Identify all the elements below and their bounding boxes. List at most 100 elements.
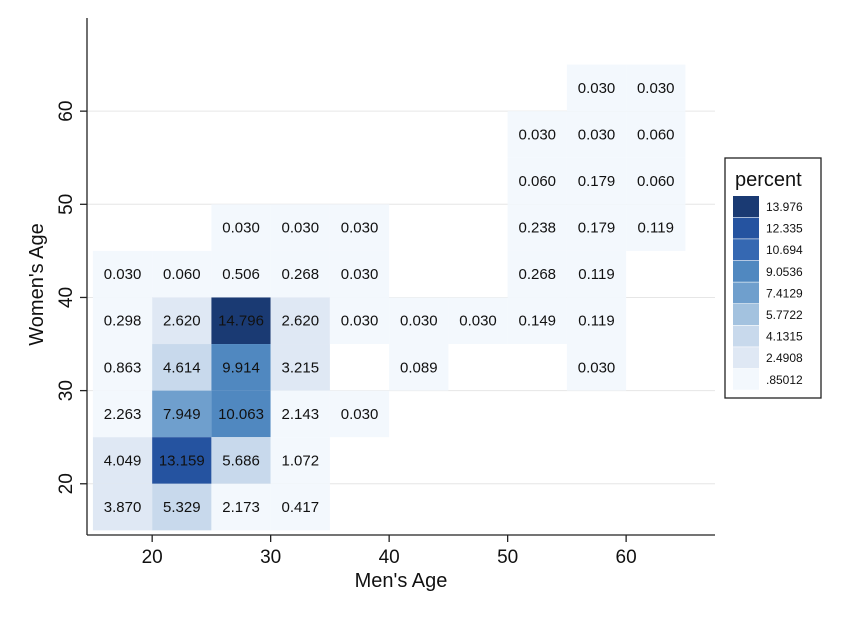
cell-value-label: 0.030 (104, 266, 142, 283)
heatmap-cell (566, 250, 627, 298)
heatmap-cell (92, 250, 153, 298)
legend-label: 12.335 (766, 222, 803, 236)
heatmap-cell (566, 64, 627, 112)
heatmap-cell (270, 390, 330, 438)
cell-value-labels: 0.030 0.030 0.030 0.030 0.060 0.060 0.179 0.060… (104, 80, 675, 516)
heatmap-cells (92, 64, 686, 531)
heatmap-cell (507, 157, 567, 205)
cell-value-label: 0.030 (459, 313, 497, 330)
legend-swatch (733, 282, 759, 304)
x-tick-label: 50 (497, 547, 518, 568)
heatmap-cell (329, 204, 390, 251)
legend-swatch (733, 347, 759, 369)
cell-value-label: 0.268 (518, 266, 556, 283)
cell-value-label: 0.179 (578, 220, 616, 237)
cell-value-label: 0.149 (518, 313, 556, 330)
cell-value-label: 0.030 (578, 359, 616, 376)
cell-value-label: 3.215 (282, 359, 320, 376)
cell-value-label: 2.173 (222, 499, 260, 516)
cell-value-label: 0.060 (163, 266, 201, 283)
legend-swatch (733, 325, 759, 347)
legend-label: 5.7722 (766, 308, 803, 322)
heatmap-cell (152, 250, 212, 298)
cell-value-label: 10.063 (218, 406, 264, 423)
cell-value-label: 5.686 (222, 452, 260, 469)
heatmap-cell (92, 390, 153, 438)
heatmap-cell (211, 437, 271, 484)
heatmap-cell (626, 204, 686, 251)
cell-value-label: 0.030 (282, 220, 320, 237)
heatmap-cell (211, 297, 271, 345)
heatmap-cell (389, 344, 449, 391)
legend: percent 13.976 12.335 10.694 9.0536 7.4129 5.… (724, 157, 822, 399)
cell-value-label: 2.143 (282, 406, 320, 423)
y-tick-label: 50 (56, 194, 77, 215)
heatmap-cell (152, 437, 212, 484)
heatmap-cell (270, 204, 330, 251)
cell-value-label: 0.030 (578, 126, 616, 143)
heatmap-cell (566, 297, 627, 345)
cell-value-label: 0.030 (578, 80, 616, 97)
cell-value-label: 0.268 (282, 266, 320, 283)
heatmap-cell (329, 297, 390, 345)
legend-label: 13.976 (766, 200, 803, 214)
cell-value-label: 2.263 (104, 406, 142, 423)
y-axis-title: Women's Age (26, 223, 48, 345)
cell-value-label: 3.870 (104, 499, 142, 516)
heatmap-cell (152, 297, 212, 345)
heatmap-cell (566, 204, 627, 251)
y-tick-label: 30 (56, 380, 77, 401)
heatmap-cell (626, 157, 686, 205)
cell-value-label: 0.417 (282, 499, 320, 516)
heatmap-cell (389, 297, 449, 345)
axes (86, 18, 715, 536)
cell-value-label: 9.914 (222, 359, 260, 376)
legend-title: percent (735, 169, 802, 191)
heatmap-cell (566, 344, 627, 391)
heatmap-cell (448, 297, 508, 345)
cell-value-label: 0.238 (518, 220, 556, 237)
x-axis-ticks: 20 30 40 50 60 (142, 535, 637, 568)
x-axis-title: Men's Age (355, 570, 448, 592)
cell-value-label: 14.796 (218, 313, 264, 330)
heatmap-cell (270, 297, 330, 345)
x-tick-label: 30 (260, 547, 281, 568)
heatmap-cell (507, 250, 567, 298)
cell-value-label: 1.072 (282, 452, 320, 469)
cell-value-label: 0.060 (637, 126, 675, 143)
heatmap-cell (211, 390, 271, 438)
heatmap-cell (626, 111, 686, 158)
y-axis-ticks: 20 30 40 50 60 (56, 101, 87, 494)
x-tick-label: 40 (379, 547, 400, 568)
heatmap-cell (270, 437, 330, 484)
heatmap-cell (92, 297, 153, 345)
cell-value-label: 4.614 (163, 359, 201, 376)
legend-label: 4.1315 (766, 330, 803, 344)
cell-value-label: 0.030 (518, 126, 556, 143)
cell-value-label: 0.030 (341, 313, 379, 330)
heatmap-cell (211, 344, 271, 391)
heatmap-cell (92, 344, 153, 391)
legend-label: 2.4908 (766, 351, 803, 365)
x-tick-label: 60 (616, 547, 637, 568)
legend-swatch (733, 239, 759, 261)
heatmap-cell (270, 344, 330, 391)
y-tick-label: 60 (56, 101, 77, 122)
heatmap-cell (329, 390, 390, 438)
heatmap-cell (566, 111, 627, 158)
heatmap-cell (92, 437, 153, 484)
heatmap-cell (92, 483, 153, 531)
heatmap-cell (507, 111, 567, 158)
legend-swatch (733, 260, 759, 282)
legend-label: .85012 (766, 373, 803, 387)
cell-value-label: 0.030 (341, 266, 379, 283)
cell-value-label: 0.506 (222, 266, 260, 283)
y-tick-label: 20 (56, 473, 77, 494)
legend-swatch (733, 304, 759, 325)
cell-value-label: 4.049 (104, 452, 142, 469)
heatmap-cell (152, 483, 212, 531)
cell-value-label: 0.030 (222, 220, 260, 237)
heatmap-cell (626, 64, 686, 112)
cell-value-label: 0.060 (518, 173, 556, 190)
cell-value-label: 0.030 (341, 406, 379, 423)
